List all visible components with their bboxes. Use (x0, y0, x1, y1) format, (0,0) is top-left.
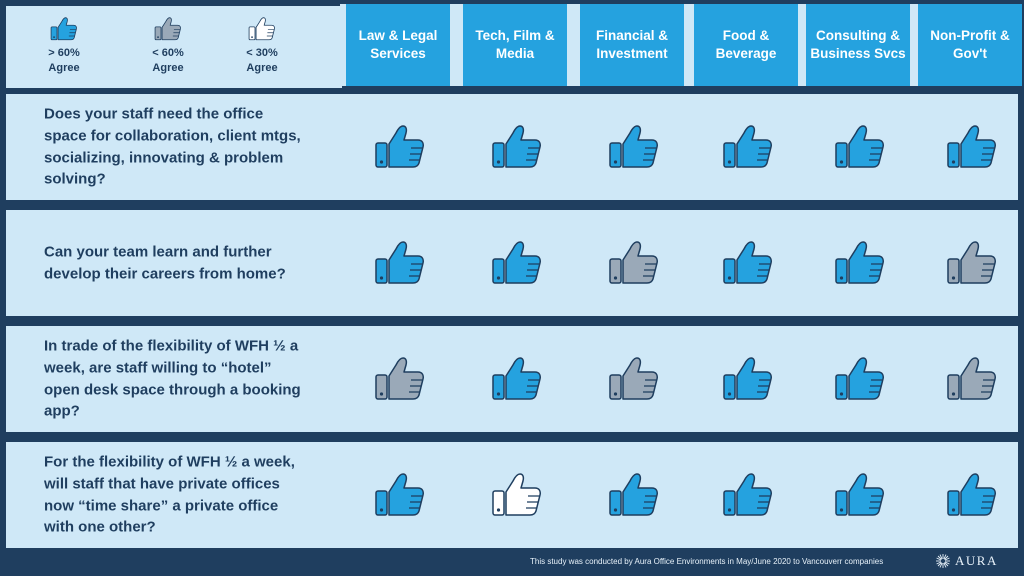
question-text: For the flexibility of WFH ½ a week, wil… (44, 453, 295, 536)
legend-panel: > 60% Agree < 60% Agree < 30% Agree (4, 4, 344, 90)
thumbs-up-blue-icon (834, 355, 886, 403)
thumbs-up-blue-icon (491, 239, 543, 287)
aura-logo: AURA (935, 553, 998, 569)
thumbs-up-gray-icon (946, 239, 998, 287)
aura-logo-text: AURA (955, 553, 998, 568)
thumbs-up-blue-icon (722, 123, 774, 171)
thumbs-up-white-icon (491, 471, 543, 519)
column-header-tech: Tech, Film & Media (463, 4, 567, 86)
thumbs-up-gray-icon (946, 355, 998, 403)
thumbs-up-gray-icon (374, 355, 426, 403)
thumbs-up-blue-icon (834, 471, 886, 519)
thumbs-up-gray-icon (608, 239, 660, 287)
column-header-consulting: Consulting & Business Svcs (806, 4, 910, 86)
thumbs-up-blue-icon (834, 123, 886, 171)
legend-item-low: < 30% Agree (222, 16, 302, 76)
thumbs-up-blue-icon (834, 239, 886, 287)
thumbs-up-blue-icon (946, 123, 998, 171)
thumbs-up-blue-icon (722, 471, 774, 519)
thumbs-up-white-icon (248, 16, 276, 42)
thumbs-up-blue-icon (374, 239, 426, 287)
column-header-law: Law & Legal Services (346, 4, 450, 86)
thumbs-up-gray-icon (154, 16, 182, 42)
column-header-nonprofit: Non-Profit & Gov't (918, 4, 1022, 86)
thumbs-up-blue-icon (491, 123, 543, 171)
thumbs-up-gray-icon (608, 355, 660, 403)
column-header-financial: Financial & Investment (580, 4, 684, 86)
question-row-1: Does your staff need the office space fo… (4, 92, 1020, 202)
thumbs-up-blue-icon (722, 239, 774, 287)
thumbs-up-blue-icon (608, 123, 660, 171)
thumbs-up-blue-icon (374, 471, 426, 519)
thumbs-up-blue-icon (50, 16, 78, 42)
question-row-4: For the flexibility of WFH ½ a week, wil… (4, 440, 1020, 550)
question-row-3: In trade of the flexibility of WFH ½ a w… (4, 324, 1020, 434)
thumbs-up-blue-icon (946, 471, 998, 519)
legend-label-medium: < 60% Agree (152, 47, 184, 74)
thumbs-up-blue-icon (374, 123, 426, 171)
question-row-2: Can your team learn and further develop … (4, 208, 1020, 318)
study-footnote: This study was conducted by Aura Office … (530, 557, 884, 566)
column-header-food: Food & Beverage (694, 4, 798, 86)
legend-item-high: > 60% Agree (24, 16, 104, 76)
aura-sunburst-icon (936, 554, 950, 568)
legend-item-medium: < 60% Agree (128, 16, 208, 76)
legend-label-low: < 30% Agree (246, 47, 278, 74)
question-text: Does your staff need the office space fo… (44, 105, 301, 188)
legend-label-high: > 60% Agree (48, 47, 80, 74)
thumbs-up-blue-icon (608, 471, 660, 519)
thumbs-up-blue-icon (491, 355, 543, 403)
question-text: Can your team learn and further develop … (44, 243, 286, 282)
thumbs-up-blue-icon (722, 355, 774, 403)
question-text: In trade of the flexibility of WFH ½ a w… (44, 337, 301, 420)
